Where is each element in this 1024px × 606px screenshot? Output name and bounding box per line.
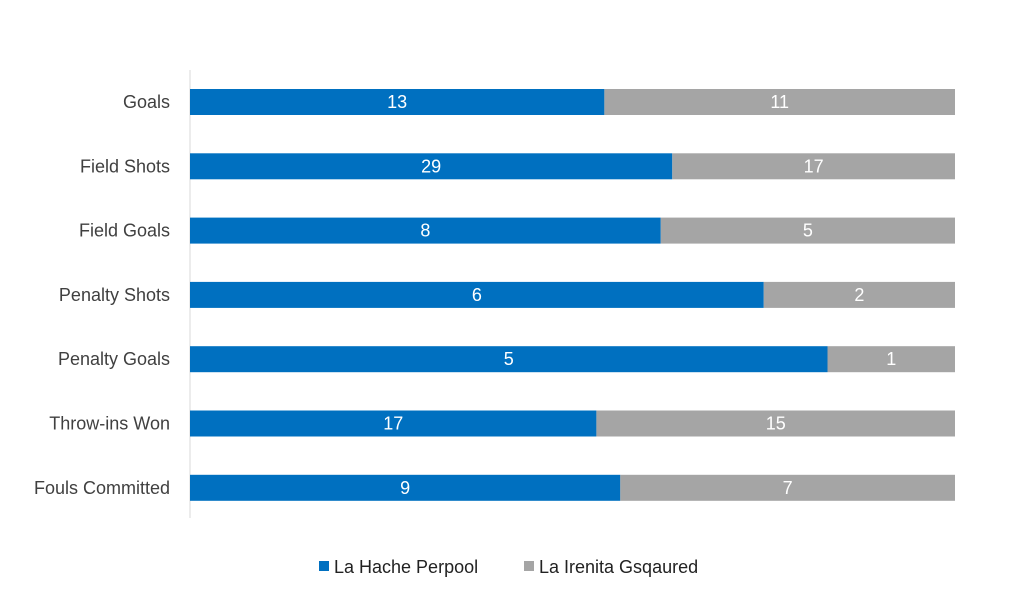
bar-1	[604, 89, 955, 115]
category-label: Penalty Goals	[58, 349, 170, 369]
bar-1	[672, 153, 955, 180]
legend-label-1: La Irenita Gsqaured	[539, 557, 698, 577]
legend-label-0: La Hache Perpool	[334, 557, 478, 577]
data-label: 17	[804, 156, 824, 176]
bar-0	[190, 410, 597, 437]
data-label: 11	[770, 92, 789, 112]
legend-swatch-1	[524, 561, 534, 571]
category-label: Throw-ins Won	[49, 414, 170, 434]
legend: La Hache Perpool La Irenita Gsqaured	[319, 557, 698, 577]
data-label: 6	[472, 285, 482, 305]
bar-0	[190, 217, 661, 244]
bar-1	[827, 346, 955, 373]
bar-1	[620, 474, 955, 501]
data-label: 2	[854, 285, 864, 305]
data-label: 1	[886, 349, 896, 369]
data-label: 17	[383, 414, 403, 434]
data-label: 7	[783, 478, 793, 498]
bar-1	[596, 410, 955, 437]
data-label: 5	[803, 221, 813, 241]
legend-swatch-0	[319, 561, 329, 571]
category-label: Fouls Committed	[34, 478, 170, 498]
data-label: 5	[504, 349, 514, 369]
data-label: 29	[421, 156, 441, 176]
bar-0	[190, 153, 673, 180]
bar-0	[190, 346, 828, 373]
bar-1	[660, 217, 955, 244]
category-label: Goals	[123, 92, 170, 112]
data-label: 15	[766, 414, 786, 434]
bar-1	[763, 281, 955, 308]
category-label: Field Goals	[79, 221, 170, 241]
data-label: 13	[387, 92, 407, 112]
data-label: 8	[420, 221, 430, 241]
data-label: 9	[400, 478, 410, 498]
bar-0	[190, 89, 605, 115]
bar-0	[190, 281, 764, 308]
bar-0	[190, 474, 621, 501]
category-label: Field Shots	[80, 156, 170, 176]
category-label: Penalty Shots	[59, 285, 170, 305]
